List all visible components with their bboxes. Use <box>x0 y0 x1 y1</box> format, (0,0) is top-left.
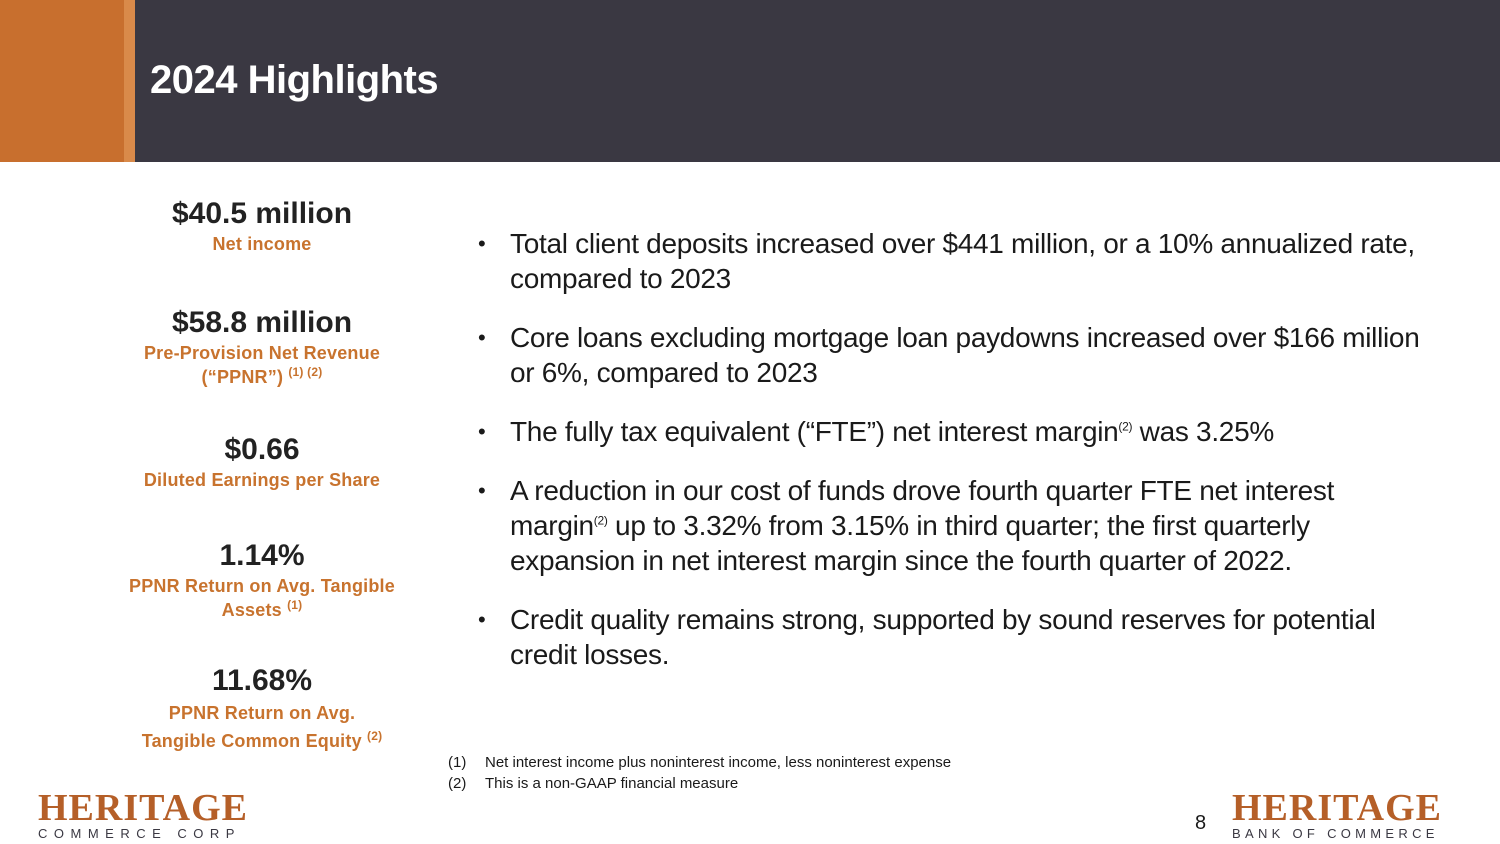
bullet-text: Core loans excluding mortgage loan paydo… <box>510 322 1420 388</box>
bullet-text: The fully tax equivalent (“FTE”) net int… <box>510 416 1119 447</box>
footnote-text: This is a non-GAAP financial measure <box>485 775 739 792</box>
heritage-commerce-corp-logo: HERITAGE COMMERCE CORP <box>38 787 249 842</box>
stat-value: $40.5 million <box>171 197 353 230</box>
stat-value: $58.8 million <box>171 306 353 339</box>
stat-value: 11.68% <box>211 664 313 697</box>
stat-label: PPNR Return on Avg. Tangible Assets (1) <box>112 574 412 622</box>
stat-label-line2: Assets <box>221 600 282 620</box>
highlights-list: Total client deposits increased over $44… <box>478 226 1448 696</box>
footnote-ref: (1) <box>287 598 303 612</box>
stat-label-line1: PPNR Return on Avg. <box>168 703 356 723</box>
footnote-text: Net interest income plus noninterest inc… <box>485 754 952 771</box>
stat-ppnr-rotce: 11.68% PPNR Return on Avg. Tangible Comm… <box>112 663 412 755</box>
stat-label-line1: Pre-Provision Net Revenue <box>143 343 381 363</box>
highlight-deposits: Total client deposits increased over $44… <box>478 226 1448 296</box>
bullet-text-line2: margin <box>510 510 594 541</box>
heritage-bank-logo: HERITAGE BANK OF COMMERCE <box>1232 787 1443 842</box>
footnote-1: (1) Net interest income plus noninterest … <box>448 752 951 773</box>
page-number: 8 <box>1195 812 1207 834</box>
highlight-cost-of-funds: A reduction in our cost of funds drove f… <box>478 473 1448 578</box>
bullet-text-line1: A reduction in our cost of funds drove f… <box>510 475 1335 506</box>
stat-label-line1: PPNR Return on Avg. Tangible <box>129 576 395 596</box>
header-accent-stripe <box>124 0 135 162</box>
stat-label: Pre-Provision Net Revenue (“PPNR”) (1) (… <box>112 341 412 389</box>
slide-title: 2024 Highlights <box>150 58 439 102</box>
bullet-text-line3: expansion in net interest margin since t… <box>510 545 1292 576</box>
stat-label: Diluted Earnings per Share <box>143 470 381 490</box>
bullet-text-line2-cont: up to 3.32% from 3.15% in third quarter;… <box>607 510 1310 541</box>
logo-subtitle: BANK OF COMMERCE <box>1232 826 1439 841</box>
stat-label-line2: Tangible Common Equity <box>141 731 362 751</box>
highlight-core-loans: Core loans excluding mortgage loan paydo… <box>478 320 1448 390</box>
slide-header: 2024 Highlights <box>0 0 1500 162</box>
stat-ppnr-roata: 1.14% PPNR Return on Avg. Tangible Asset… <box>112 538 412 622</box>
stat-net-income: $40.5 million Net income <box>112 196 412 256</box>
footnote-number: (2) <box>448 775 467 792</box>
stat-ppnr: $58.8 million Pre-Provision Net Revenue … <box>112 305 412 389</box>
logo-wordmark: HERITAGE <box>38 787 249 829</box>
footnotes: (1) Net interest income plus noninterest … <box>448 752 951 794</box>
footnote-ref: (2) <box>593 513 608 528</box>
bullet-text: Total client deposits increased over $44… <box>510 228 1415 294</box>
stat-label: Net income <box>212 234 312 254</box>
stat-label: PPNR Return on Avg. Tangible Common Equi… <box>112 699 412 755</box>
highlight-credit-quality: Credit quality remains strong, supported… <box>478 602 1448 672</box>
stat-value: 1.14% <box>219 539 305 572</box>
bullet-text: Credit quality remains strong, supported… <box>510 604 1376 670</box>
footnote-2: (2) This is a non-GAAP financial measure <box>448 773 951 794</box>
footnote-ref: (2) <box>1118 419 1133 434</box>
header-accent-bar <box>0 0 124 162</box>
logo-subtitle: COMMERCE CORP <box>38 826 241 841</box>
footnote-ref: (2) <box>367 729 383 743</box>
stat-diluted-eps: $0.66 Diluted Earnings per Share <box>112 432 412 492</box>
stat-label-line2: (“PPNR”) <box>201 367 284 387</box>
bullet-text-cont: was 3.25% <box>1132 416 1275 447</box>
logo-wordmark: HERITAGE <box>1232 787 1443 829</box>
footnote-ref: (1) (2) <box>288 365 323 379</box>
footnote-number: (1) <box>448 754 467 771</box>
stat-value: $0.66 <box>224 433 300 466</box>
highlight-fte-margin: The fully tax equivalent (“FTE”) net int… <box>478 414 1448 449</box>
